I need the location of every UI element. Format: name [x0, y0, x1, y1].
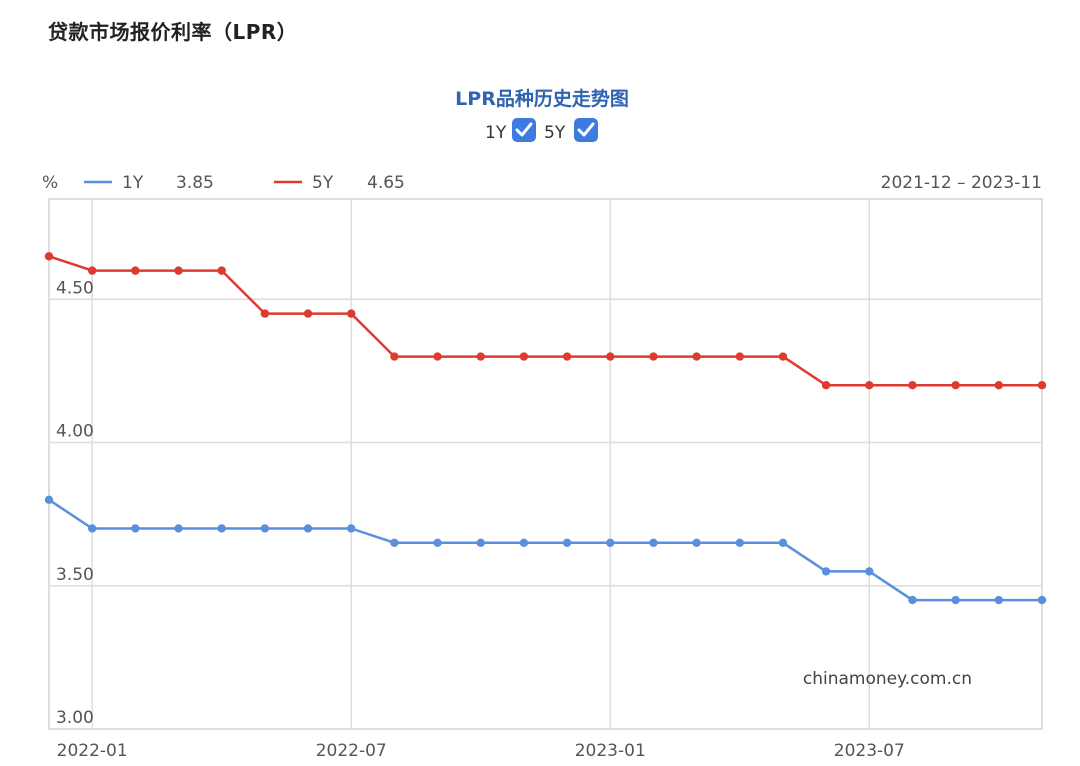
- data-point-1y[interactable]: [476, 538, 485, 547]
- x-tick-label: 2023-07: [834, 741, 905, 761]
- data-point-5y[interactable]: [347, 309, 356, 318]
- data-point-1y[interactable]: [87, 524, 97, 533]
- data-point-5y[interactable]: [44, 252, 54, 261]
- data-point-1y[interactable]: [174, 524, 183, 533]
- data-point-1y[interactable]: [692, 538, 701, 547]
- data-point-5y[interactable]: [951, 381, 960, 390]
- data-point-1y[interactable]: [908, 595, 917, 605]
- data-point-1y[interactable]: [303, 524, 313, 533]
- data-point-5y[interactable]: [174, 266, 183, 275]
- data-point-5y[interactable]: [1037, 381, 1047, 390]
- data-point-5y[interactable]: [131, 266, 140, 275]
- data-point-5y[interactable]: [908, 381, 917, 390]
- data-point-5y[interactable]: [994, 381, 1004, 390]
- toggle-5y-label: 5Y: [544, 123, 566, 143]
- toggle-1y-label: 1Y: [485, 123, 507, 143]
- data-point-5y[interactable]: [562, 352, 572, 361]
- data-point-1y[interactable]: [735, 538, 744, 547]
- data-point-5y[interactable]: [87, 266, 97, 275]
- data-point-5y[interactable]: [778, 352, 788, 361]
- data-point-5y[interactable]: [303, 309, 313, 318]
- data-point-5y[interactable]: [865, 381, 874, 390]
- data-point-5y[interactable]: [217, 266, 226, 275]
- data-point-1y[interactable]: [649, 538, 658, 547]
- series-line-5y: [48, 255, 1042, 387]
- legend-1y-value: 3.85: [176, 173, 214, 193]
- toggle-1y[interactable]: 1Y: [485, 118, 536, 143]
- data-point-1y[interactable]: [1037, 595, 1047, 605]
- data-point-5y[interactable]: [260, 309, 270, 318]
- plot-frame: [48, 198, 1043, 730]
- data-point-1y[interactable]: [519, 538, 529, 547]
- check-icon: [577, 122, 595, 137]
- page-title: 贷款市场报价利率（LPR）: [48, 20, 298, 44]
- x-tick-label: 2023-01: [575, 741, 646, 761]
- series-line-1y: [48, 498, 1042, 602]
- data-point-5y[interactable]: [821, 381, 831, 390]
- date-range: 2021-12 – 2023-11: [881, 173, 1042, 193]
- toggle-5y[interactable]: 5Y: [544, 118, 598, 143]
- data-point-5y[interactable]: [692, 352, 701, 361]
- watermark: chinamoney.com.cn: [803, 669, 972, 689]
- check-icon: [515, 122, 533, 137]
- data-point-1y[interactable]: [865, 567, 874, 576]
- data-point-1y[interactable]: [390, 538, 399, 547]
- data-point-1y[interactable]: [44, 495, 54, 505]
- x-tick-label: 2022-01: [57, 741, 128, 761]
- y-tick-label: 4.00: [56, 422, 94, 442]
- data-point-5y[interactable]: [735, 352, 744, 361]
- y-tick-label: 3.50: [56, 565, 94, 585]
- data-point-1y[interactable]: [433, 538, 442, 547]
- data-point-5y[interactable]: [649, 352, 658, 361]
- legend-1y-label: 1Y: [122, 173, 144, 193]
- data-point-1y[interactable]: [131, 524, 140, 533]
- data-point-5y[interactable]: [519, 352, 529, 361]
- legend-5y-label: 5Y: [312, 173, 334, 193]
- data-point-5y[interactable]: [433, 352, 442, 361]
- data-point-1y[interactable]: [821, 567, 831, 576]
- data-point-5y[interactable]: [390, 352, 399, 361]
- y-tick-label: 3.00: [56, 708, 94, 728]
- data-point-1y[interactable]: [606, 538, 615, 547]
- data-point-5y[interactable]: [476, 352, 485, 361]
- y-tick-label: 4.50: [56, 278, 94, 298]
- data-point-1y[interactable]: [562, 538, 572, 547]
- data-point-5y[interactable]: [606, 352, 615, 361]
- data-point-1y[interactable]: [778, 538, 788, 547]
- data-point-1y[interactable]: [347, 524, 356, 533]
- x-tick-label: 2022-07: [316, 741, 387, 761]
- legend-5y-value: 4.65: [367, 173, 405, 193]
- data-point-1y[interactable]: [994, 595, 1004, 605]
- data-point-1y[interactable]: [217, 524, 226, 533]
- unit-label: %: [42, 173, 58, 193]
- data-point-1y[interactable]: [260, 524, 270, 533]
- data-point-1y[interactable]: [951, 595, 960, 605]
- chart-title: LPR品种历史走势图: [455, 87, 629, 110]
